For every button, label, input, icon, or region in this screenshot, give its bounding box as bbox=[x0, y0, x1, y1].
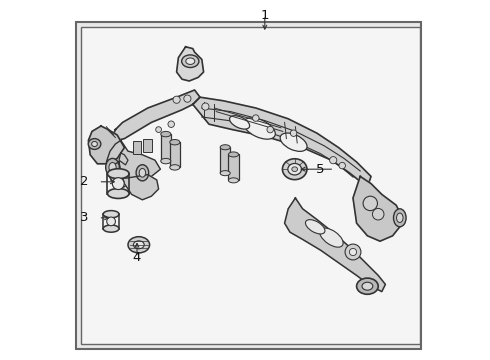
Circle shape bbox=[345, 244, 361, 260]
Circle shape bbox=[107, 217, 116, 226]
Bar bbox=[220, 147, 230, 173]
Ellipse shape bbox=[182, 55, 199, 68]
Circle shape bbox=[330, 157, 337, 164]
Circle shape bbox=[339, 162, 345, 169]
Ellipse shape bbox=[186, 58, 195, 64]
Circle shape bbox=[349, 248, 357, 256]
Ellipse shape bbox=[170, 165, 180, 170]
Ellipse shape bbox=[139, 168, 146, 177]
Circle shape bbox=[363, 196, 377, 211]
Ellipse shape bbox=[228, 152, 239, 157]
Ellipse shape bbox=[362, 282, 373, 290]
Ellipse shape bbox=[393, 209, 406, 227]
Ellipse shape bbox=[161, 158, 171, 164]
Ellipse shape bbox=[107, 189, 129, 198]
Text: 1: 1 bbox=[261, 9, 269, 22]
Text: 2: 2 bbox=[80, 175, 88, 188]
Bar bbox=[228, 154, 239, 180]
Ellipse shape bbox=[88, 139, 101, 149]
Ellipse shape bbox=[229, 116, 249, 129]
Polygon shape bbox=[88, 126, 124, 164]
Polygon shape bbox=[176, 47, 204, 81]
Ellipse shape bbox=[109, 162, 116, 172]
Polygon shape bbox=[110, 90, 200, 142]
Circle shape bbox=[267, 126, 273, 133]
Ellipse shape bbox=[170, 140, 180, 145]
Ellipse shape bbox=[106, 158, 120, 176]
Ellipse shape bbox=[133, 241, 144, 249]
Ellipse shape bbox=[282, 159, 307, 180]
Text: 4: 4 bbox=[133, 251, 141, 264]
Ellipse shape bbox=[319, 228, 343, 247]
Ellipse shape bbox=[161, 131, 171, 137]
Ellipse shape bbox=[136, 165, 148, 181]
Polygon shape bbox=[119, 153, 128, 165]
Ellipse shape bbox=[280, 133, 307, 151]
Circle shape bbox=[112, 177, 124, 189]
Text: 5: 5 bbox=[316, 163, 324, 176]
Polygon shape bbox=[193, 97, 371, 187]
Bar bbox=[81, 27, 419, 344]
Ellipse shape bbox=[357, 278, 378, 294]
Bar bbox=[161, 134, 171, 161]
Circle shape bbox=[184, 95, 191, 102]
Ellipse shape bbox=[103, 225, 119, 232]
Polygon shape bbox=[353, 176, 402, 241]
Ellipse shape bbox=[220, 145, 230, 150]
Ellipse shape bbox=[396, 213, 403, 222]
Ellipse shape bbox=[288, 163, 301, 175]
Ellipse shape bbox=[292, 167, 297, 171]
Ellipse shape bbox=[228, 178, 239, 183]
Circle shape bbox=[372, 208, 384, 220]
Ellipse shape bbox=[305, 220, 325, 234]
Bar bbox=[170, 142, 180, 167]
Polygon shape bbox=[114, 162, 159, 200]
Ellipse shape bbox=[128, 237, 149, 253]
Ellipse shape bbox=[107, 169, 129, 179]
Ellipse shape bbox=[244, 118, 275, 139]
Text: 3: 3 bbox=[80, 211, 88, 224]
Circle shape bbox=[156, 127, 162, 132]
Circle shape bbox=[173, 96, 180, 103]
Circle shape bbox=[252, 115, 259, 121]
Circle shape bbox=[168, 121, 174, 127]
Ellipse shape bbox=[103, 211, 119, 218]
Polygon shape bbox=[285, 198, 386, 292]
Polygon shape bbox=[106, 140, 160, 187]
Bar bbox=[133, 141, 141, 154]
Ellipse shape bbox=[220, 171, 230, 176]
Ellipse shape bbox=[92, 141, 98, 147]
Circle shape bbox=[202, 103, 209, 110]
Bar bbox=[144, 139, 152, 152]
Circle shape bbox=[291, 130, 297, 136]
